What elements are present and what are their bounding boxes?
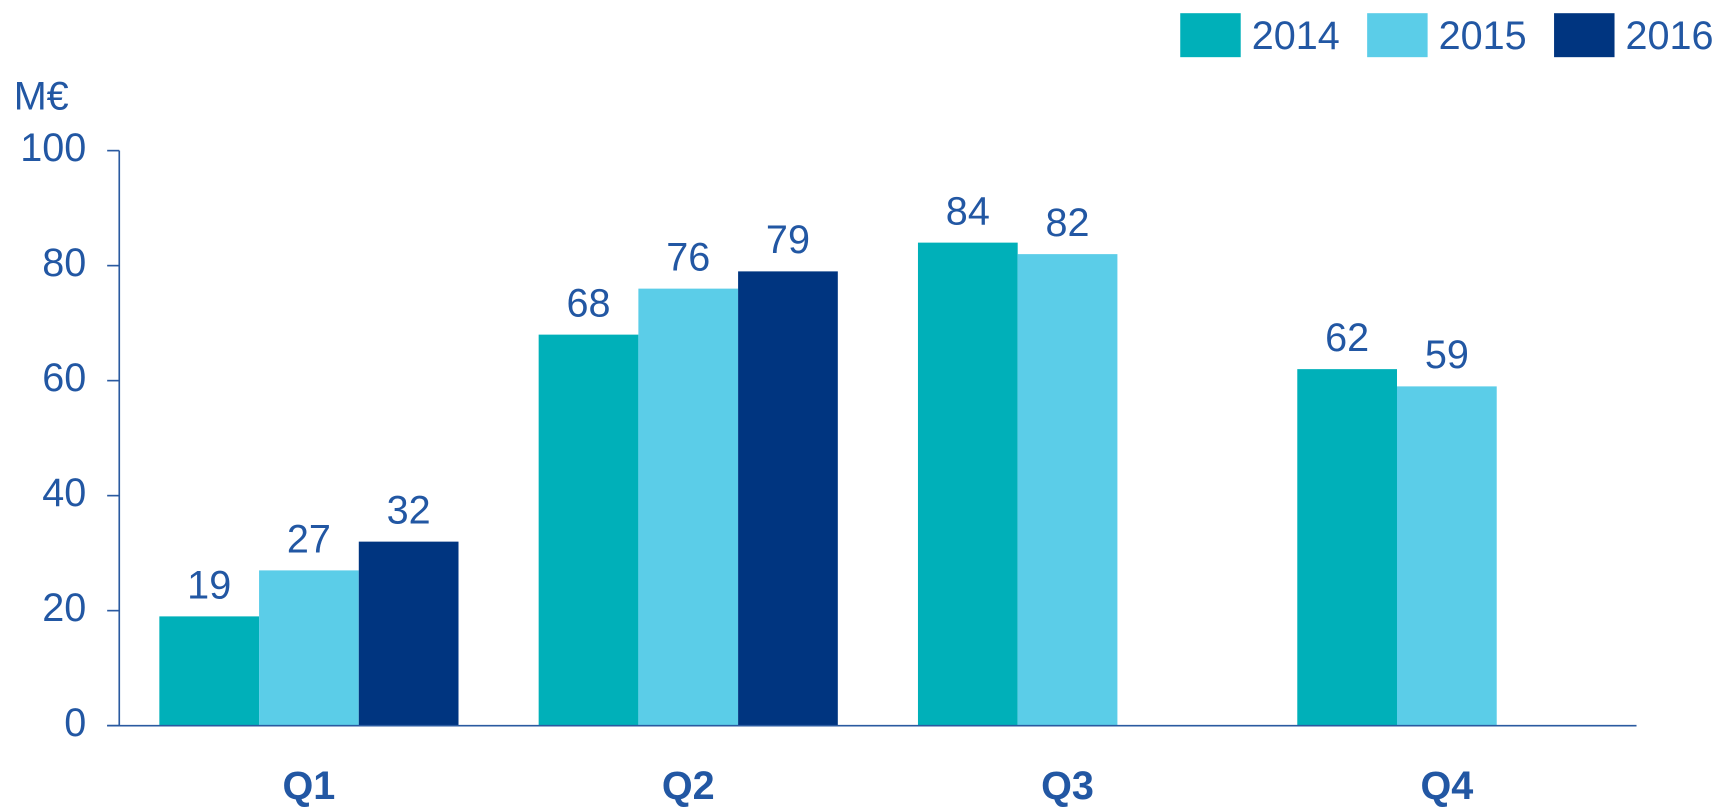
bar xyxy=(1017,254,1118,726)
value-label: 79 xyxy=(766,218,810,262)
y-tick-label: 40 xyxy=(42,471,86,515)
value-label: 19 xyxy=(187,563,231,607)
legend-label: 2014 xyxy=(1252,14,1340,58)
value-label: 59 xyxy=(1425,333,1469,377)
legend-swatch xyxy=(1554,13,1615,58)
value-label: 82 xyxy=(1046,201,1090,245)
y-tick-label: 20 xyxy=(42,586,86,630)
bar xyxy=(917,242,1018,726)
bar xyxy=(738,271,838,726)
bar xyxy=(259,570,359,726)
x-tick-label: Q2 xyxy=(662,764,715,807)
y-tick-label: 100 xyxy=(20,126,86,170)
value-label: 84 xyxy=(946,189,990,233)
bar xyxy=(358,541,459,726)
value-label: 32 xyxy=(387,489,431,533)
x-tick-label: Q4 xyxy=(1420,764,1473,807)
bar xyxy=(1397,386,1497,726)
y-tick-label: 0 xyxy=(64,701,86,745)
legend-label: 2016 xyxy=(1626,14,1714,58)
y-axis-label: M€ xyxy=(14,74,69,118)
legend-swatch xyxy=(1180,13,1241,58)
value-label: 62 xyxy=(1325,316,1369,360)
legend-swatch xyxy=(1367,13,1428,58)
bar xyxy=(159,616,260,726)
y-tick-label: 60 xyxy=(42,356,86,400)
value-label: 76 xyxy=(666,235,710,279)
legend-label: 2015 xyxy=(1439,14,1527,58)
bar xyxy=(538,334,639,726)
bar xyxy=(638,288,739,726)
value-label: 68 xyxy=(567,281,611,325)
bar xyxy=(1297,369,1397,726)
x-tick-label: Q3 xyxy=(1041,764,1094,807)
value-label: 27 xyxy=(287,517,331,561)
x-tick-label: Q1 xyxy=(283,764,336,807)
y-tick-label: 80 xyxy=(42,241,86,285)
